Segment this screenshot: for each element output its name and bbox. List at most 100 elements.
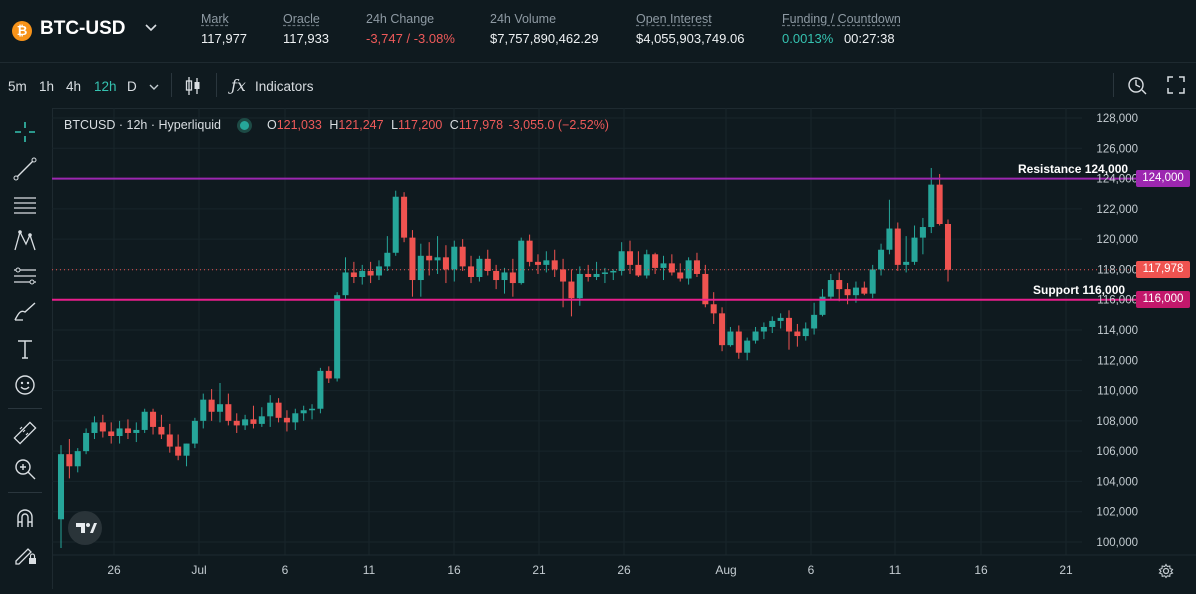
crosshair-icon[interactable] [11, 118, 39, 146]
resistance-label[interactable]: Resistance 124,000 [1018, 162, 1129, 176]
resistance-price-tag: 124,000 [1136, 170, 1190, 187]
stat-mark-label[interactable]: Mark [201, 12, 229, 26]
candle-body [166, 434, 173, 447]
candle-body [384, 252, 391, 267]
candle [869, 264, 876, 299]
candle-body [551, 260, 558, 270]
tradingview-logo-icon [76, 523, 97, 533]
candle [451, 240, 458, 282]
stat-24h-volume: 24h Volume $7,757,890,462.29 [490, 12, 598, 46]
stat-open-interest-label[interactable]: Open Interest [636, 12, 712, 26]
candle-body [752, 331, 759, 341]
candle [785, 310, 793, 350]
candle-body [735, 331, 742, 353]
trend-line-icon[interactable] [11, 155, 39, 183]
candle-body [785, 317, 793, 332]
legend-open-label: O [266, 118, 277, 132]
tradingview-logo[interactable] [68, 511, 102, 545]
emoji-icon[interactable] [11, 371, 39, 399]
chevron-down-icon[interactable] [144, 20, 158, 34]
stat-24h-volume-label: 24h Volume [490, 12, 557, 26]
candle-body [878, 249, 885, 270]
fib-retracement-icon[interactable] [11, 262, 39, 290]
text-tool-icon[interactable] [11, 335, 39, 363]
support-price-tag: 116,000 [1136, 291, 1190, 308]
candle-body [903, 261, 910, 265]
horizontal-lines-icon[interactable] [11, 191, 39, 219]
candle-body [618, 251, 625, 271]
price-tick-label: 128,000 [1096, 113, 1138, 125]
timeframe-dropdown-icon[interactable] [148, 81, 160, 93]
time-axis[interactable]: 26 Jul 6 11 16 21 26 Aug 6 11 16 21 [107, 563, 1073, 577]
candle [484, 249, 491, 276]
candle [158, 414, 165, 440]
legend-low-label: L [391, 118, 399, 132]
indicators-button[interactable]: Indicators [255, 79, 314, 94]
candle-body [158, 426, 165, 435]
tools-divider [8, 408, 42, 409]
candle [509, 258, 516, 297]
candle-body [702, 273, 709, 305]
legend-change-value: -3,055.0 (−2.52%) [508, 118, 609, 132]
candle [99, 414, 106, 438]
candle-body [133, 429, 140, 433]
candle [551, 249, 558, 277]
candle [359, 264, 366, 285]
price-chart[interactable]: 128,000 126,000 124,000 122,000 120,000 118,0… [52, 108, 1196, 589]
candle [627, 240, 634, 274]
funding-rate: 0.0013% [782, 31, 834, 46]
timeframe-12h[interactable]: 12h [94, 79, 117, 94]
candle-body [811, 314, 818, 329]
candle [601, 267, 608, 284]
candle-body [233, 420, 240, 426]
candle [501, 267, 508, 294]
ruler-icon[interactable] [11, 419, 39, 447]
candle-body [819, 296, 826, 315]
brush-icon[interactable] [11, 298, 39, 326]
candle [618, 242, 625, 276]
stat-oracle-label[interactable]: Oracle [283, 12, 320, 26]
symbol-selector[interactable]: BTC-USD [40, 18, 126, 39]
stat-funding-label[interactable]: Funding / Countdown [782, 12, 901, 26]
stat-funding-value: 0.0013% 00:27:38 [782, 31, 901, 46]
candle-body [744, 340, 751, 353]
candle [66, 439, 73, 479]
zoom-in-icon[interactable] [11, 455, 39, 483]
candlestick-chart[interactable]: 128,000 126,000 124,000 122,000 120,000 118,0… [52, 108, 1196, 589]
indicators-fx-icon[interactable]: ƒx [231, 76, 246, 95]
timeframe-4h[interactable]: 4h [66, 79, 82, 94]
price-tick-label: 108,000 [1096, 416, 1138, 428]
magnet-icon[interactable] [11, 505, 39, 533]
support-label[interactable]: Support 116,000 [1033, 283, 1126, 297]
candle-body [518, 240, 525, 284]
candle [543, 251, 550, 273]
settings-gear-icon[interactable] [1158, 563, 1174, 579]
timeframe-1h[interactable]: 1h [39, 79, 55, 94]
candle-body [802, 328, 809, 337]
candle [409, 230, 416, 297]
stat-funding: Funding / Countdown 0.0013% 00:27:38 [782, 12, 901, 46]
price-axis[interactable]: 128,000 126,000 124,000 122,000 120,000 118,0… [1096, 113, 1138, 549]
pattern-tool-icon[interactable] [11, 226, 39, 254]
legend-open-value: 121,033 [276, 118, 322, 132]
timeframe-d[interactable]: D [127, 79, 137, 94]
candle [944, 219, 952, 282]
candle [668, 254, 675, 276]
candle [794, 323, 801, 347]
candlestick-type-icon[interactable] [184, 76, 202, 96]
lock-drawing-icon[interactable] [11, 540, 39, 568]
candle-body [225, 404, 232, 421]
candle-body [568, 281, 575, 299]
candle-body [861, 287, 868, 294]
level-lines[interactable] [52, 177, 1136, 301]
candle [643, 249, 650, 279]
timeframe-5m[interactable]: 5m [8, 79, 27, 94]
candle-body [417, 255, 424, 281]
replay-clock-icon[interactable] [1127, 75, 1147, 95]
candle-body [183, 443, 190, 456]
candle [836, 272, 843, 302]
candle [283, 410, 290, 432]
candle [568, 269, 575, 317]
candle-body [710, 304, 717, 314]
fullscreen-icon[interactable] [1167, 76, 1185, 94]
